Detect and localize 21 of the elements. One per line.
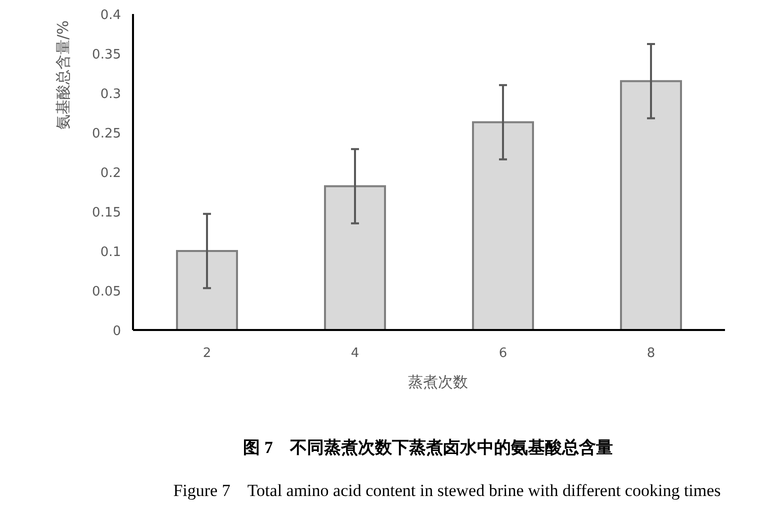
y-tick-label: 0.1: [100, 245, 121, 260]
x-tick-label: 2: [202, 346, 212, 361]
bar: [620, 80, 682, 331]
y-tick-label: 0.35: [92, 48, 121, 62]
bar: [176, 250, 238, 331]
x-tick-label: 6: [498, 346, 508, 361]
y-tick-label: 0.4: [100, 8, 121, 23]
y-tick-label: 0.05: [92, 284, 121, 300]
bar: [324, 185, 386, 331]
y-tick-label: 0: [112, 324, 121, 339]
y-tick-label: 0.15: [92, 206, 121, 220]
x-axis-title: 蒸煮次数: [408, 373, 468, 391]
text: 图 7 不同蒸煮次数下蒸煮卤水中的氨基酸总含量: [243, 438, 613, 457]
bar: [472, 121, 534, 331]
x-tick-label: 4: [350, 346, 360, 361]
y-tick-label: 0.3: [100, 87, 121, 102]
y-axis-title: 氨基酸总含量/%: [54, 20, 72, 130]
y-tick-label: 0.2: [100, 166, 121, 181]
text: Figure 7 Total amino acid content in stewed brine with different cooking times: [173, 481, 721, 500]
x-tick-label: 8: [646, 346, 656, 361]
y-tick-label: 0.25: [92, 126, 121, 142]
